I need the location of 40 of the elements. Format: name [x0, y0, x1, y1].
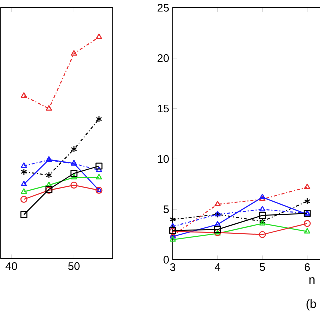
x-axis-title: n — [310, 278, 315, 284]
text: (b — [306, 300, 316, 311]
point — [96, 166, 102, 172]
point — [71, 146, 78, 153]
point — [70, 170, 78, 178]
point — [21, 168, 28, 176]
x-tick-label: 40 — [6, 262, 18, 270]
point — [46, 182, 52, 188]
point — [71, 174, 78, 180]
point — [71, 50, 78, 56]
point — [304, 184, 311, 190]
point — [304, 198, 311, 206]
y-tick-label: 0 — [164, 256, 170, 264]
point — [46, 172, 52, 179]
x-tick-label: 4 — [215, 264, 221, 272]
point — [260, 206, 266, 212]
point — [96, 34, 102, 40]
point — [21, 92, 28, 98]
point — [214, 201, 221, 207]
y-tick-label: 10 — [158, 155, 170, 164]
point — [214, 226, 222, 234]
x-tick-label: 50 — [68, 262, 80, 270]
y-tick-label: 15 — [158, 104, 170, 113]
point — [21, 162, 28, 168]
point — [96, 116, 102, 123]
point — [214, 221, 221, 227]
point — [96, 162, 103, 170]
point — [260, 196, 266, 202]
point — [259, 231, 266, 238]
y-tick-label: 25 — [158, 4, 170, 12]
x-tick-label: 3 — [170, 264, 176, 272]
point — [46, 105, 52, 111]
point — [170, 223, 176, 229]
y-tick-label: 5 — [164, 206, 170, 214]
point — [170, 216, 176, 224]
point — [70, 182, 78, 189]
y-tick-label: 20 — [158, 54, 170, 62]
point — [20, 211, 28, 218]
x-tick-label: 6 — [304, 264, 310, 272]
x-tick-label: 5 — [260, 264, 266, 272]
